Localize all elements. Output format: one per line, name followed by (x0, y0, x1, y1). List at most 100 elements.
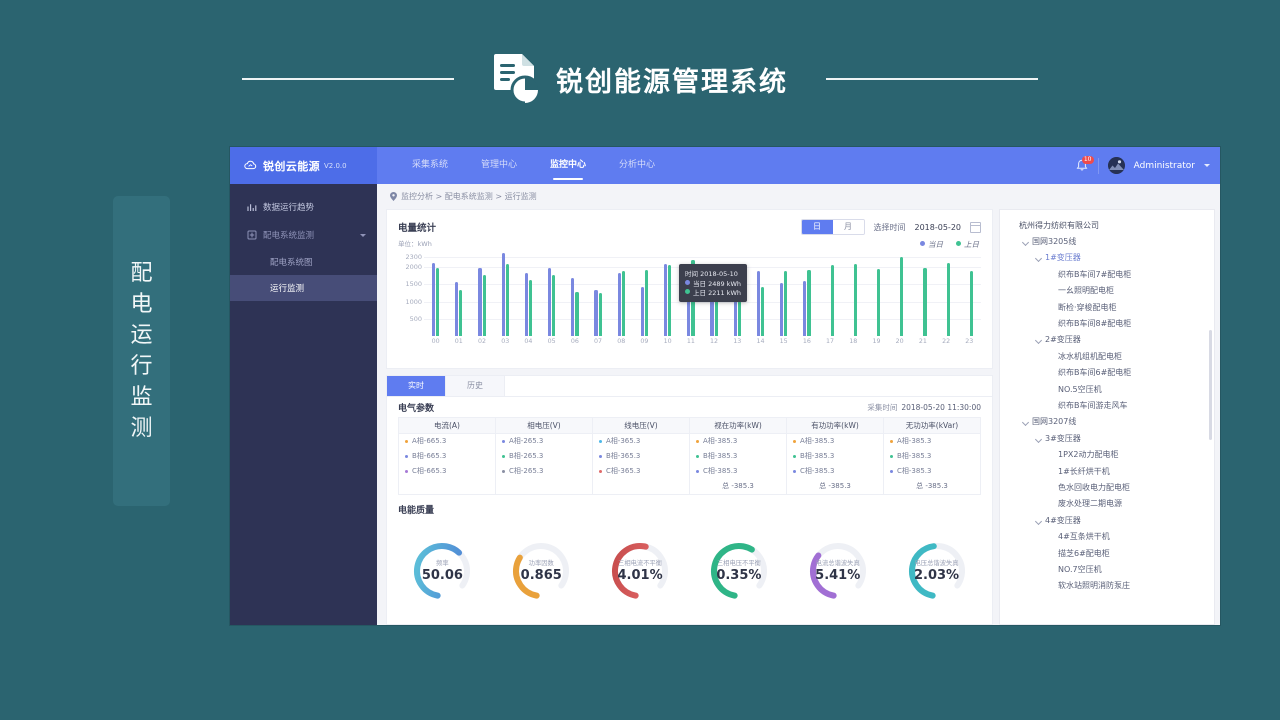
chevron-down-icon[interactable] (1034, 516, 1043, 525)
brand-block: 锐创云能源 V2.0.0 (230, 147, 377, 184)
chart-y-tick: 500 (409, 314, 422, 323)
chart-bar-group[interactable] (888, 250, 911, 336)
chart-bar-group[interactable] (795, 250, 818, 336)
chart-bar-group[interactable] (726, 250, 749, 336)
chart-bar-group[interactable] (702, 250, 725, 336)
tree-node[interactable]: 织布B车间8#配电柜 (1000, 315, 1214, 331)
topnav-item-analysis[interactable]: 分析中心 (619, 160, 656, 170)
chart-bar-group[interactable] (772, 250, 795, 336)
date-picker-value[interactable]: 2018-05-20 (914, 222, 962, 232)
chevron-down-icon[interactable] (1034, 434, 1043, 443)
chart-bar-group[interactable] (610, 250, 633, 336)
chevron-down-icon[interactable] (1034, 335, 1043, 344)
chart-x-tick: 20 (895, 338, 904, 345)
tree-scrollbar[interactable] (1209, 330, 1212, 440)
tree-node[interactable]: 描芝6#配电柜 (1000, 545, 1214, 561)
param-total-row: 总 -385.3 (916, 482, 948, 490)
tree-node-label: 国网3207线 (1032, 417, 1077, 427)
chevron-down-icon[interactable] (360, 233, 366, 237)
chart-bar-group[interactable] (818, 250, 841, 336)
chart-x-tick: 07 (594, 338, 603, 345)
tree-node[interactable]: NO.7空压机 (1000, 561, 1214, 577)
tree-node-spacer (1047, 319, 1056, 328)
chart-bar-group[interactable] (865, 250, 888, 336)
param-column-header: 视在功率(kW) (690, 418, 786, 434)
tree-node[interactable]: NO.5空压机 (1000, 381, 1214, 397)
chart-bar-group[interactable] (656, 250, 679, 336)
tree-node[interactable]: 3#变压器 (1000, 430, 1214, 446)
gauge-label: 三相电压不平衡 (716, 560, 761, 567)
tab-history[interactable]: 历史 (446, 376, 505, 396)
chart-bar-group[interactable] (911, 250, 934, 336)
legend-item-today[interactable]: 当日 (920, 239, 943, 250)
tree-node[interactable]: 断检·穿梭配电柜 (1000, 299, 1214, 315)
chart-bar-group[interactable] (633, 250, 656, 336)
sidebar-item-data-trend[interactable]: 数据运行趋势 (230, 193, 377, 221)
app-topbar: 锐创云能源 V2.0.0 采集系统 管理中心 监控中心 分析中心 10 (230, 147, 1220, 184)
sidebar-subitem-power-diagram[interactable]: 配电系统图 (270, 258, 313, 268)
chart-bar-group[interactable] (447, 250, 470, 336)
tree-node-label: 色水回收电力配电柜 (1058, 482, 1130, 492)
topnav-item-collection[interactable]: 采集系统 (412, 160, 449, 170)
tree-node-label: 冰水机组机配电柜 (1058, 351, 1122, 361)
tree-node[interactable]: 4#互条烘干机 (1000, 528, 1214, 544)
tree-node[interactable]: 杭州得力纺织有限公司 (1000, 217, 1214, 233)
app-content: 监控分析 > 配电系统监测 > 运行监测 电量统计 日 (377, 184, 1220, 625)
chart-bar-group[interactable] (540, 250, 563, 336)
chevron-down-icon[interactable] (1034, 253, 1043, 262)
chart-bar-group[interactable] (494, 250, 517, 336)
tree-node[interactable]: 1PX2动力配电柜 (1000, 446, 1214, 462)
tree-node[interactable]: 一幺照明配电柜 (1000, 283, 1214, 299)
tab-realtime[interactable]: 实时 (387, 376, 446, 396)
topnav-item-monitoring[interactable]: 监控中心 (550, 147, 586, 184)
chevron-down-icon[interactable] (1021, 237, 1030, 246)
tree-node[interactable]: 织布B车间6#配电柜 (1000, 365, 1214, 381)
tree-node[interactable]: 废水处理二期电源 (1000, 496, 1214, 512)
chart-bar (760, 286, 765, 336)
chart-bar (571, 277, 575, 336)
sidebar-item-power-monitoring[interactable]: 配电系统监测 (230, 221, 377, 249)
chart-bar-group[interactable] (958, 250, 981, 336)
chart-bar-group[interactable] (517, 250, 540, 336)
tree-node[interactable]: 织布B车间7#配电柜 (1000, 266, 1214, 282)
topnav-item-management[interactable]: 管理中心 (481, 160, 518, 170)
legend-item-previous[interactable]: 上日 (956, 239, 979, 250)
chart-bar-group[interactable] (586, 250, 609, 336)
bell-icon[interactable]: 10 (1075, 156, 1094, 173)
tree-node[interactable]: 1#变压器 (1000, 250, 1214, 266)
gauge-text: 频率 50.06 (411, 540, 473, 602)
chart-x-tick: 11 (686, 338, 695, 345)
param-total-row (593, 479, 689, 494)
chevron-down-icon[interactable] (1021, 417, 1030, 426)
tree-node[interactable]: 软水站照明消防泵庄 (1000, 578, 1214, 594)
chart-bar-group[interactable] (424, 250, 447, 336)
chart-bar-group[interactable] (842, 250, 865, 336)
param-phase-dot (502, 470, 505, 473)
chevron-down-icon[interactable] (1204, 164, 1210, 167)
chart-bar-group[interactable] (470, 250, 493, 336)
sidebar-subitem-run-monitoring[interactable]: 运行监测 (230, 275, 377, 301)
tree-node-label: 描芝6#配电柜 (1058, 548, 1110, 558)
chart-bar-group[interactable] (934, 250, 957, 336)
tree-node[interactable]: 4#变压器 (1000, 512, 1214, 528)
chart-bar-group[interactable] (749, 250, 772, 336)
energy-statistics-chart-card: 电量统计 日 月 选择时间 2018-05-20 (386, 209, 993, 369)
range-toggle-month[interactable]: 月 (832, 220, 864, 234)
tree-node[interactable]: 织布B车间游走风车 (1000, 397, 1214, 413)
chart-bar-group[interactable] (563, 250, 586, 336)
tree-node[interactable]: 2#变压器 (1000, 332, 1214, 348)
tree-node[interactable]: 国网3207线 (1000, 414, 1214, 430)
tree-node[interactable]: 冰水机组机配电柜 (1000, 348, 1214, 364)
tree-node[interactable]: 色水回收电力配电柜 (1000, 479, 1214, 495)
param-row: C相-385.3 (690, 464, 786, 479)
range-toggle-day[interactable]: 日 (801, 220, 833, 234)
chart-tooltip: 时间 2018-05-10 当日 2489 kWh 上日 (679, 264, 747, 302)
title-rule-left (242, 78, 454, 80)
param-phase-dot (696, 455, 699, 458)
tree-node-label: 软水站照明消防泵庄 (1058, 581, 1130, 591)
tree-node[interactable]: 1#长纤烘干机 (1000, 463, 1214, 479)
user-avatar-icon[interactable] (1107, 157, 1125, 174)
calendar-icon[interactable] (970, 221, 981, 233)
chart-x-tick: 05 (547, 338, 556, 345)
tree-node[interactable]: 国网3205线 (1000, 233, 1214, 249)
